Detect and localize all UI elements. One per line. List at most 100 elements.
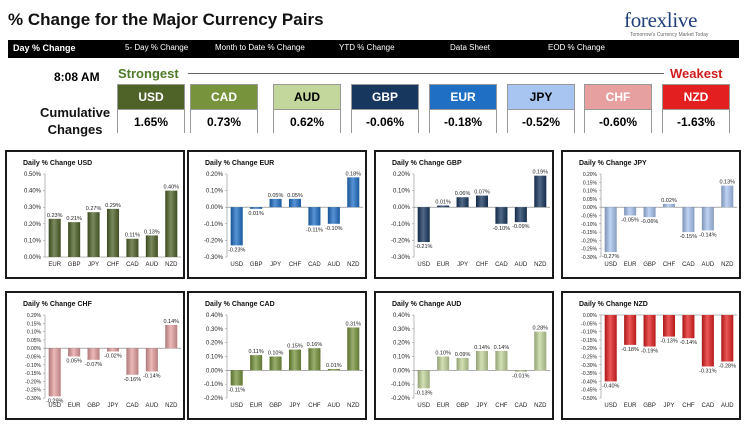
currency-value: 0.62% [274,109,340,133]
bar [514,370,527,372]
currency-value: -0.06% [352,109,418,133]
x-tick-label: CAD [126,262,139,268]
data-label: 0.06% [455,191,471,197]
bar-chart: Daily % Change GBP -0.30% -0.20% -0.10% 0.00… [391,160,550,268]
x-tick-label: NZD [347,262,360,268]
nav-item-day-change[interactable]: Day % Change [13,43,76,53]
y-tick-label: -0.20% [581,346,597,352]
bar [643,207,656,218]
currency-box-nzd: NZD -1.63% [662,84,730,133]
currency-code: CAD [191,85,257,109]
data-label: 0.40% [163,185,179,191]
bar [106,208,120,257]
x-tick-label: CHF [476,262,489,268]
data-label: 0.16% [307,342,323,348]
chart-panel-chf: Daily % Change CHF -0.30% -0.25% -0.20% -0.1… [5,291,185,420]
chart-panel-gbp: Daily % Change GBP -0.30% -0.20% -0.10% 0.00… [374,150,554,279]
y-tick-label: 0.20% [206,172,224,178]
currency-code: EUR [430,85,496,109]
x-tick-label: GBP [87,403,100,409]
forexlive-logo[interactable]: forexlive Tomorrow's Currency Market Tod… [624,8,728,40]
nav-item-ytd-change[interactable]: YTD % Change [339,43,395,52]
cumulative-label-line2: Changes [47,122,103,137]
cumulative-label-line1: Cumulative [40,105,111,120]
x-tick-label: USD [230,403,243,409]
y-tick-label: 0.05% [27,338,42,344]
x-tick-label: GBP [643,403,656,409]
data-label: -0.07% [85,362,103,368]
bar [269,356,282,371]
bar [417,207,430,243]
currency-value: -0.18% [430,109,496,133]
chart-title: Daily % Change CHF [23,301,93,308]
x-tick-label: NZD [165,403,178,409]
x-tick-label: GBP [250,262,263,268]
y-tick-label: -0.30% [581,363,597,369]
bar [604,207,617,253]
data-label: -0.11% [228,388,245,394]
y-tick-label: 0.00% [583,313,598,319]
y-tick-label: -0.20% [581,238,597,244]
data-label: 0.02% [661,198,677,204]
bar [68,348,81,357]
data-label: 0.14% [163,319,179,325]
currency-box-aud: AUD 0.62% [273,84,341,133]
bar [308,207,321,226]
data-label: -0.13% [415,390,433,396]
x-tick-label: JPY [88,262,99,268]
x-tick-label: CHF [308,403,321,409]
nav-item-eod-change[interactable]: EOD % Change [548,43,605,52]
data-label: 0.27% [86,206,102,212]
bar [534,331,547,371]
timestamp: 8:08 AM [54,70,100,84]
bar [347,177,360,208]
bar [475,195,489,208]
data-label: 0.14% [474,345,490,351]
y-tick-label: -0.30% [204,255,224,261]
data-label: -0.23% [228,247,246,253]
y-tick-label: 0.30% [24,205,42,211]
y-tick-label: 0.20% [393,341,411,347]
y-tick-label: 0.30% [393,327,411,333]
data-label: -0.29% [46,398,64,404]
y-tick-label: -0.10% [581,330,597,336]
bar-chart: Daily % Change EUR -0.30% -0.20% -0.10% 0.00… [204,160,363,268]
y-tick-label: -0.10% [204,222,224,228]
data-label: 0.05% [66,359,82,365]
data-label: 0.01% [248,211,264,217]
x-tick-label: USD [604,403,617,409]
y-tick-label: -0.20% [391,396,411,402]
bar [682,207,695,233]
bar [308,348,321,371]
nav-item-data-sheet[interactable]: Data Sheet [450,43,491,52]
bar [288,349,302,371]
nav-item-month-to-date[interactable]: Month to Date % Change [215,43,305,52]
bar [347,327,360,371]
bar [534,175,547,208]
x-tick-label: USD [417,262,430,268]
x-tick-label: NZD [165,262,178,268]
currency-box-jpy: JPY -0.52% [507,84,575,133]
y-tick-label: -0.30% [25,396,41,402]
bar [624,207,637,216]
bar [145,235,158,257]
bar-chart: Daily % Change NZD -0.50% -0.45% -0.40% -0.3… [579,301,737,409]
data-label: 0.13% [144,229,160,235]
x-tick-label: EUR [68,403,81,409]
data-label: 0.13% [719,180,735,186]
x-tick-label: USD [48,403,61,409]
currency-box-gbp: GBP -0.06% [351,84,419,133]
data-label: -0.19% [641,349,659,355]
currency-code: NZD [663,85,729,109]
nav-item-5day-change[interactable]: 5- Day % Change [125,43,189,52]
data-label: 0.10% [435,351,451,357]
currency-box-eur: EUR -0.18% [429,84,497,133]
data-label: -0.10% [493,226,511,232]
y-tick-label: -0.10% [581,222,597,228]
y-tick-label: 0.10% [393,189,411,195]
x-tick-label: CAD [495,262,508,268]
currency-code: AUD [274,85,340,109]
y-tick-label: 0.40% [393,313,411,319]
bar [48,218,61,257]
y-tick-label: -0.35% [581,371,597,377]
